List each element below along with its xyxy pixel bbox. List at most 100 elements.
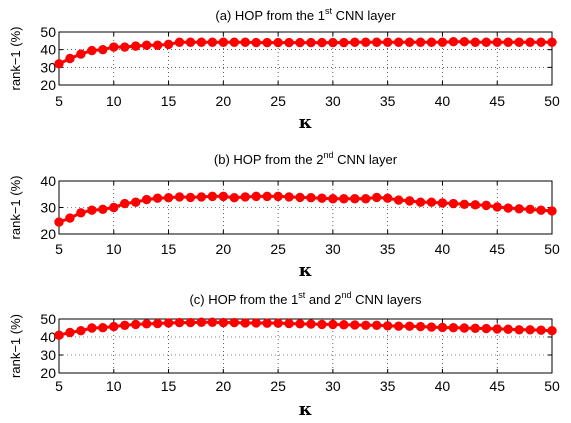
plot-frame: [58, 31, 553, 86]
data-point: [514, 37, 524, 47]
data-point: [163, 39, 174, 50]
data-point: [393, 195, 404, 205]
data-point: [525, 37, 535, 47]
data-point: [317, 37, 327, 48]
data-point: [382, 193, 393, 203]
data-point: [437, 37, 448, 47]
data-point: [284, 37, 294, 48]
data-point: [120, 42, 130, 52]
x-tick-label: 30: [325, 378, 341, 394]
y-tick-label: 20: [40, 365, 56, 381]
data-point: [229, 317, 239, 328]
data-point: [218, 37, 229, 47]
data-point: [492, 324, 502, 334]
data-point: [196, 37, 207, 47]
title-text: CNN layer: [334, 152, 398, 167]
x-tick-label: 30: [325, 241, 341, 257]
data-point: [459, 37, 470, 47]
y-tick-label: 30: [40, 200, 56, 216]
data-point: [328, 319, 338, 330]
x-tick-label: 35: [380, 378, 396, 394]
data-point: [120, 198, 130, 209]
data-point: [317, 193, 327, 203]
data-point: [393, 321, 404, 331]
data-point: [525, 204, 535, 215]
data-point: [404, 321, 415, 331]
x-tick-label: 45: [489, 378, 505, 394]
x-tick-label: 50: [544, 93, 560, 109]
data-point: [207, 37, 218, 47]
title-superscript: st: [325, 6, 333, 16]
data-point: [295, 192, 305, 203]
data-point: [87, 45, 97, 56]
data-point: [415, 37, 426, 47]
y-tick-label: 50: [40, 24, 56, 40]
data-point: [295, 319, 305, 329]
data-point: [98, 322, 108, 333]
data-point: [361, 320, 371, 330]
data-point: [426, 37, 437, 47]
data-point: [481, 37, 491, 47]
data-point: [262, 37, 272, 48]
data-point: [65, 53, 75, 64]
data-point: [98, 204, 108, 215]
data-point: [382, 37, 393, 47]
data-point: [273, 318, 283, 328]
x-tick-label: 40: [435, 241, 451, 257]
data-point: [328, 37, 338, 48]
data-point: [481, 200, 491, 211]
y-tick-label: 40: [40, 42, 56, 58]
data-point: [229, 192, 239, 203]
data-point: [87, 205, 97, 215]
data-point: [350, 194, 360, 204]
x-tick-label: 40: [435, 93, 451, 109]
x-tick-label: 40: [435, 378, 451, 394]
data-point: [109, 42, 119, 52]
data-point: [185, 37, 196, 47]
data-point: [109, 202, 119, 213]
data-point: [152, 40, 163, 50]
x-tick-label: 20: [216, 241, 232, 257]
title-superscript: st: [298, 290, 306, 300]
x-axis-label: κ: [299, 399, 313, 420]
data-point: [306, 319, 316, 329]
x-axis-label: κ: [299, 112, 313, 133]
data-point: [514, 204, 524, 214]
x-tick-label: 25: [270, 378, 286, 394]
data-point: [437, 322, 448, 333]
data-point: [185, 317, 196, 328]
data-point: [393, 37, 404, 47]
data-point: [404, 37, 415, 47]
data-point: [295, 37, 305, 48]
data-point: [251, 191, 261, 202]
data-point: [503, 324, 513, 334]
y-axis-label: rank−1 (%): [8, 314, 23, 378]
data-point: [54, 330, 64, 340]
x-tick-label: 30: [325, 93, 341, 109]
data-point: [339, 37, 349, 48]
chart-panel-1: (a) HOP from the 1st CNN layer 5 10 15 20 25 3…: [8, 6, 560, 133]
data-point: [492, 37, 502, 47]
data-point: [130, 197, 141, 207]
x-tick-label: 50: [544, 241, 560, 257]
data-point: [284, 318, 294, 329]
data-point: [163, 318, 174, 328]
x-tick-label: 15: [161, 93, 177, 109]
data-point: [273, 191, 283, 202]
y-axis-label: rank−1 (%): [8, 176, 23, 240]
data-point: [54, 217, 64, 227]
x-tick-label: 25: [270, 93, 286, 109]
x-tick-label: 10: [106, 241, 122, 257]
y-tick-label: 40: [40, 173, 56, 189]
data-point: [141, 194, 152, 205]
data-point: [174, 317, 185, 328]
title-text: (b) HOP from the 2: [214, 152, 324, 167]
data-point: [339, 320, 349, 330]
data-point: [437, 198, 448, 208]
data-point: [284, 192, 294, 202]
data-point: [87, 323, 97, 333]
data-point: [163, 192, 174, 203]
data-point: [448, 37, 459, 47]
x-tick-label: 10: [106, 93, 122, 109]
